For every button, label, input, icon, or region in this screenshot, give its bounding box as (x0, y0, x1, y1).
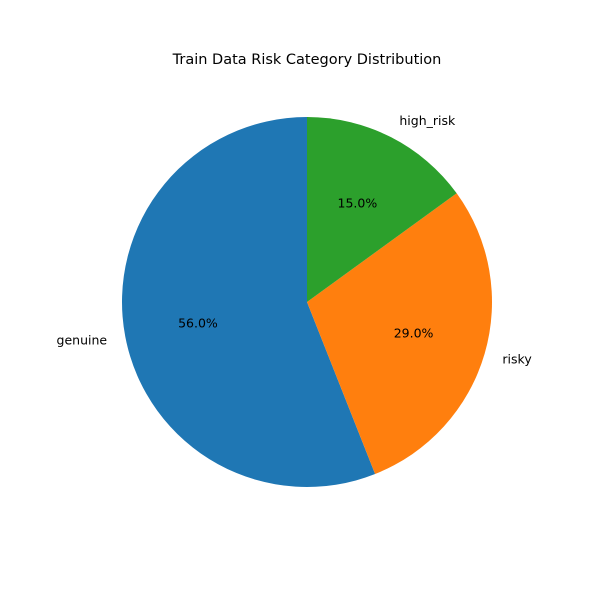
pie-slice-risky (307, 193, 492, 475)
pie-labels: genuine 56.0% risky 29.0% high_risk 15.0% (57, 113, 533, 366)
percent-label-genuine: 56.0% (178, 315, 218, 330)
slice-label-high-risk: high_risk (399, 113, 456, 128)
percent-label-high-risk: 15.0% (338, 196, 378, 211)
slice-label-risky: risky (502, 351, 532, 366)
pie-slice-genuine (122, 117, 376, 487)
slice-label-genuine: genuine (57, 333, 108, 348)
pie-slice-high-risk (307, 117, 457, 302)
percent-label-risky: 29.0% (394, 325, 434, 340)
pie-slices (122, 117, 492, 487)
chart-title: Train Data Risk Category Distribution (172, 52, 442, 68)
